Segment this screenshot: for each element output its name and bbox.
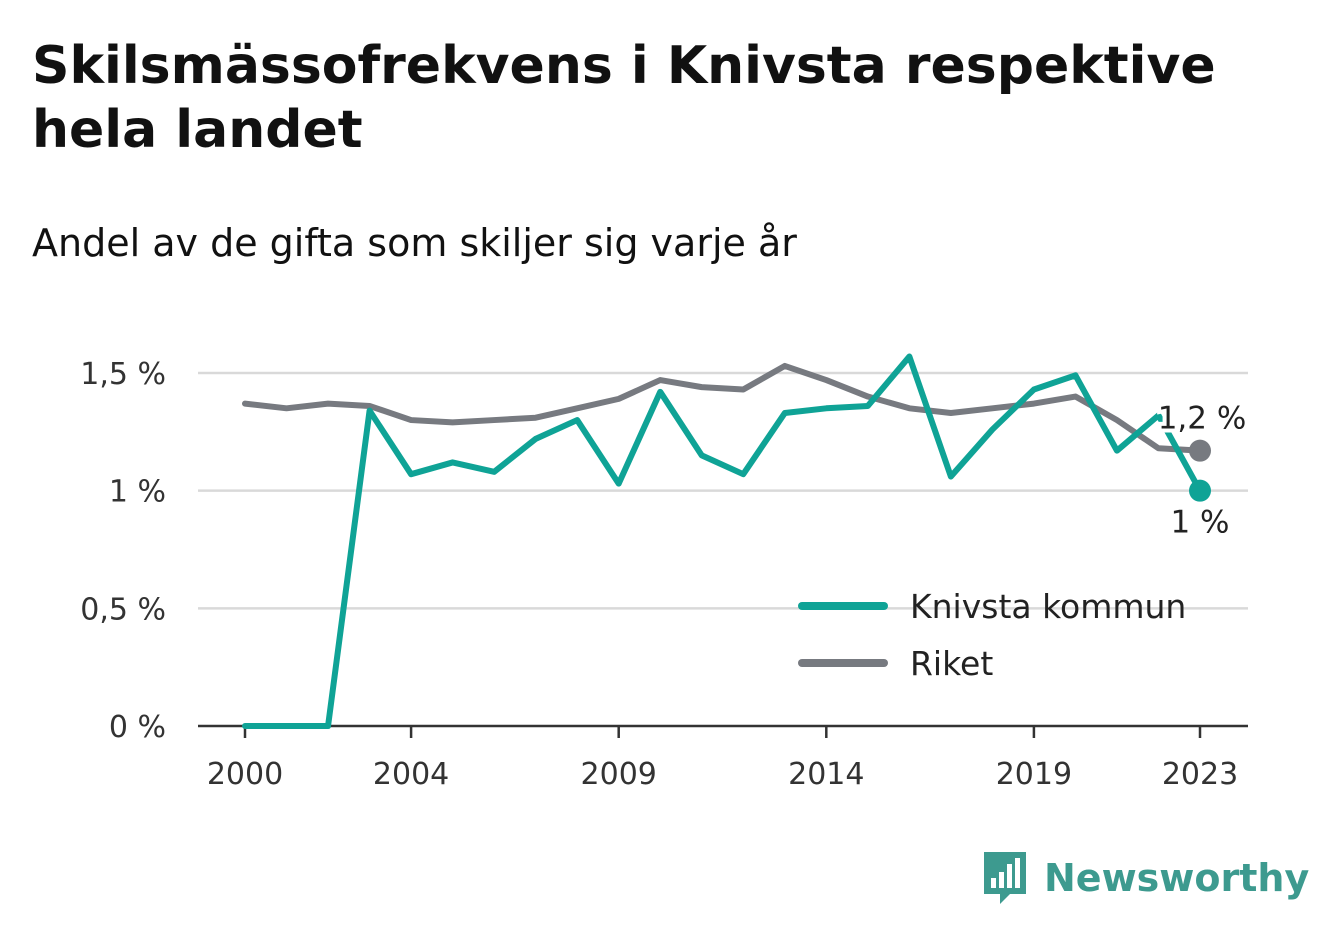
series-line-riket	[242, 362, 1203, 454]
series-line-knivsta	[242, 353, 1203, 729]
y-tick-label: 1,5 %	[80, 357, 166, 392]
x-tick-label: 2019	[996, 757, 1072, 792]
x-tick-label: 2023	[1162, 757, 1238, 792]
newsworthy-chart-icon	[984, 852, 1026, 904]
end-label-knivsta: 1 %	[1170, 505, 1229, 541]
brand-name: Newsworthy	[1044, 856, 1310, 900]
y-tick-label: 0 %	[109, 710, 166, 745]
x-tick-label: 2000	[207, 757, 283, 792]
x-tick-label: 2004	[373, 757, 449, 792]
x-tick-label: 2009	[581, 757, 657, 792]
chart-title: Skilsmässofrekvens i Knivsta respektive …	[32, 36, 1216, 160]
end-label-riket: 1,2 %	[1158, 401, 1247, 437]
brand-logo: Newsworthy	[980, 848, 1309, 908]
y-tick-label: 0,5 %	[80, 592, 166, 627]
end-point-knivsta	[1189, 479, 1211, 502]
chart-subtitle: Andel av de gifta som skiljer sig varje …	[32, 221, 797, 265]
legend-label-knivsta: Knivsta kommun	[910, 587, 1186, 626]
x-tick-label: 2014	[788, 757, 864, 792]
end-point-riket	[1189, 439, 1211, 462]
legend-label-riket: Riket	[910, 644, 993, 683]
y-tick-label: 1 %	[109, 475, 166, 510]
